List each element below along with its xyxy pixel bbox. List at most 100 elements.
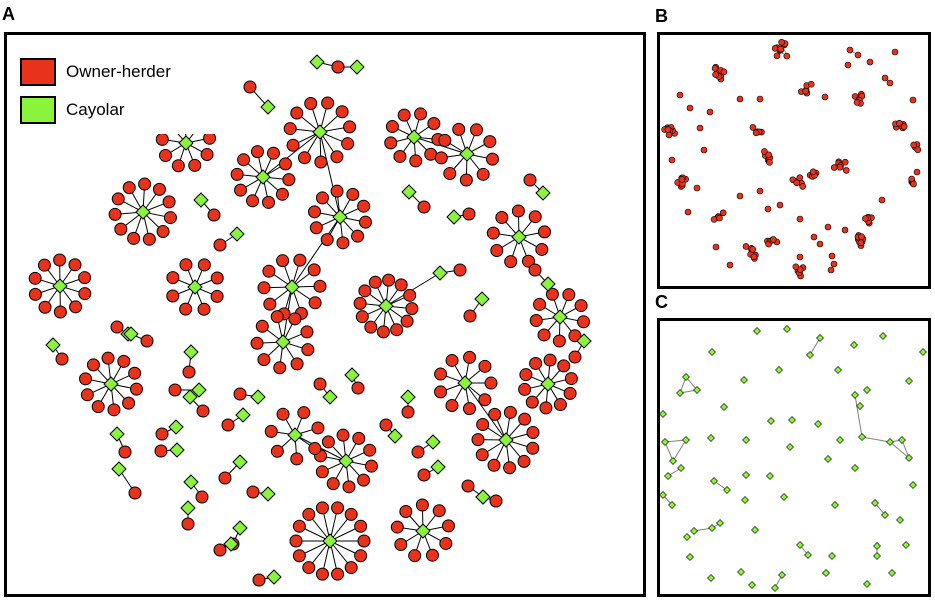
owner-herder-node bbox=[810, 233, 818, 241]
cayolar-node bbox=[457, 375, 473, 391]
owner-herder-node bbox=[298, 151, 312, 165]
owner-herder-node bbox=[526, 425, 540, 439]
owner-herder-node bbox=[399, 504, 413, 518]
owner-herder-node bbox=[764, 205, 772, 213]
owner-herder-node bbox=[842, 167, 850, 174]
owner-herder-node bbox=[197, 302, 211, 316]
cayolar-node bbox=[430, 459, 446, 475]
owner-herder-node bbox=[289, 534, 303, 548]
owner-herder-node bbox=[664, 126, 672, 133]
cayolar-node bbox=[737, 568, 745, 576]
cayolar-node bbox=[168, 419, 184, 435]
owner-herder-node bbox=[255, 319, 269, 333]
owner-herder-node bbox=[79, 372, 93, 386]
owner-herder-node bbox=[518, 382, 532, 396]
owner-herder-node bbox=[270, 310, 284, 324]
owner-herder-node bbox=[293, 253, 307, 267]
owner-herder-node bbox=[368, 275, 382, 289]
owner-herder-node bbox=[706, 108, 714, 116]
owner-herder-node bbox=[218, 471, 232, 485]
cayolar-node bbox=[260, 486, 276, 502]
owner-herder-node bbox=[385, 120, 399, 134]
cayolar-node bbox=[863, 386, 871, 394]
owner-herder-node bbox=[553, 398, 567, 412]
cayolar-node bbox=[831, 501, 839, 509]
cayolar-node bbox=[446, 209, 462, 225]
cayolar-node bbox=[123, 326, 139, 342]
cayolar-node bbox=[856, 402, 864, 410]
cayolar-node bbox=[387, 428, 403, 444]
owner-herder-node bbox=[122, 181, 136, 195]
cayolar-node bbox=[540, 276, 556, 292]
owner-herder-node bbox=[478, 393, 492, 407]
owner-herder-node bbox=[807, 80, 815, 88]
owner-herder-node bbox=[537, 328, 551, 342]
cayolar-node bbox=[881, 511, 889, 519]
legend-owner-label: Owner-herder bbox=[66, 62, 171, 81]
owner-herder-node bbox=[155, 132, 169, 146]
cayolar-node bbox=[661, 438, 669, 446]
cayolar-node bbox=[52, 278, 68, 294]
cayolar-node bbox=[788, 416, 796, 424]
owner-herder-node bbox=[110, 320, 124, 334]
owner-herder-node bbox=[38, 300, 52, 314]
owner-herder-node bbox=[330, 184, 344, 198]
owner-herder-node bbox=[308, 442, 322, 456]
cayolar-node bbox=[664, 472, 672, 480]
cayolar-node bbox=[669, 457, 677, 465]
owner-herder-node bbox=[159, 148, 173, 162]
network-edge bbox=[685, 376, 698, 391]
owner-herder-node bbox=[195, 490, 209, 504]
network-edge bbox=[889, 441, 910, 459]
owner-herder-node bbox=[221, 418, 235, 432]
owner-herder-node bbox=[409, 154, 423, 168]
owner-herder-node bbox=[326, 477, 340, 491]
owner-herder-node bbox=[393, 149, 407, 163]
owner-herder-node bbox=[315, 465, 329, 479]
owner-herder-node bbox=[288, 312, 302, 326]
owner-herder-node bbox=[343, 120, 357, 134]
cayolar-node bbox=[677, 464, 685, 472]
owner-herder-node bbox=[453, 263, 467, 277]
owner-herder-node bbox=[28, 287, 42, 301]
owner-herder-node bbox=[483, 135, 497, 149]
owner-herder-node bbox=[417, 200, 431, 214]
owner-herder-node bbox=[331, 60, 345, 74]
owner-herder-node bbox=[545, 287, 559, 301]
owner-herder-node bbox=[243, 80, 257, 94]
owner-herder-node bbox=[107, 403, 121, 417]
cayolar-node bbox=[873, 542, 881, 550]
owner-herder-node bbox=[778, 38, 785, 46]
cayolar-node bbox=[535, 185, 551, 201]
owner-herder-node bbox=[358, 284, 372, 298]
network-edge bbox=[413, 136, 468, 155]
cayolar-node bbox=[260, 99, 276, 115]
owner-herder-node bbox=[489, 494, 503, 508]
owner-herder-node bbox=[411, 445, 425, 459]
cayolar-node bbox=[850, 341, 858, 349]
owner-herder-node bbox=[213, 238, 227, 252]
owner-herder-node bbox=[234, 183, 248, 197]
owner-herder-node bbox=[518, 412, 532, 426]
owner-herder-node bbox=[276, 254, 290, 268]
owner-herder-node bbox=[344, 561, 358, 575]
owner-herder-node bbox=[357, 473, 371, 487]
owner-herder-node bbox=[521, 254, 535, 268]
cayolar-node bbox=[693, 386, 701, 394]
cayolar-node bbox=[540, 376, 556, 392]
cayolar-node bbox=[459, 146, 475, 162]
owner-herder-node bbox=[262, 195, 276, 209]
owner-herder-node bbox=[909, 96, 917, 104]
cayolar-node bbox=[135, 204, 151, 220]
cayolar-node bbox=[183, 344, 199, 360]
cayolar-node bbox=[766, 472, 774, 480]
owner-herder-node bbox=[140, 334, 154, 348]
owner-herder-node bbox=[415, 498, 429, 512]
cayolar-node bbox=[193, 192, 209, 208]
owner-herder-node bbox=[188, 158, 202, 172]
cayolar-node bbox=[103, 376, 119, 392]
cayolar-node bbox=[169, 442, 185, 458]
owner-herder-node bbox=[156, 225, 170, 239]
network-edge bbox=[319, 131, 341, 218]
owner-herder-node bbox=[700, 146, 708, 154]
